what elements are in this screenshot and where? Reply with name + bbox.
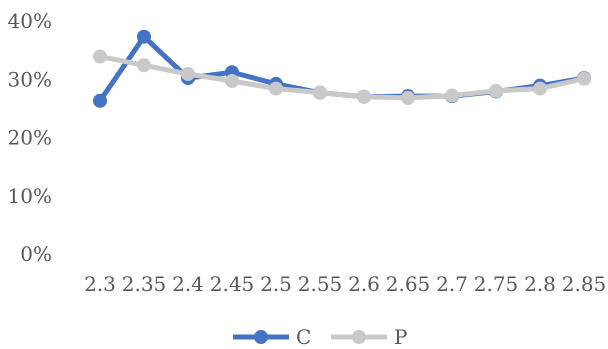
- x-tick-label: 2.6: [348, 272, 380, 296]
- x-tick-label: 2.3: [84, 272, 116, 296]
- y-tick-label: 0%: [20, 242, 52, 266]
- y-axis: 0% 10% 20% 30% 40%: [8, 9, 52, 266]
- legend-label: C: [296, 325, 311, 349]
- legend-entry-p: P: [331, 325, 407, 349]
- x-axis: 2.3 2.35 2.4 2.45 2.5 2.55 2.6 2.65 2.7 2.75 2.8 2.…: [84, 272, 606, 296]
- x-tick-label: 2.85: [562, 272, 607, 296]
- x-tick-label: 2.65: [386, 272, 431, 296]
- data-point-p: [533, 81, 547, 96]
- data-point-p: [269, 81, 283, 96]
- data-point-p: [401, 90, 415, 105]
- data-point-p: [93, 49, 107, 64]
- data-point-p: [225, 73, 239, 88]
- data-point-p: [489, 83, 503, 98]
- x-tick-label: 2.7: [436, 272, 468, 296]
- series-p: [93, 49, 591, 105]
- data-point-c: [93, 93, 107, 108]
- data-point-p: [577, 71, 591, 86]
- data-point-c: [137, 29, 151, 44]
- x-tick-label: 2.45: [210, 272, 255, 296]
- series-layer: [93, 29, 591, 108]
- y-tick-label: 30%: [8, 67, 52, 91]
- y-tick-label: 10%: [8, 184, 52, 208]
- data-point-p: [313, 85, 327, 100]
- legend-marker: [352, 330, 366, 344]
- data-point-p: [357, 89, 371, 104]
- legend-marker: [254, 330, 268, 344]
- series-line-p: [97, 54, 587, 101]
- x-tick-label: 2.8: [524, 272, 556, 296]
- legend-label: P: [394, 325, 407, 349]
- data-point-p: [445, 88, 459, 103]
- x-tick-label: 2.4: [172, 272, 204, 296]
- x-tick-label: 2.55: [298, 272, 343, 296]
- x-tick-label: 2.35: [122, 272, 167, 296]
- y-tick-label: 40%: [8, 9, 52, 33]
- data-point-p: [137, 58, 151, 73]
- legend-entry-c: C: [233, 325, 311, 349]
- y-tick-label: 20%: [8, 126, 52, 150]
- data-point-p: [181, 67, 195, 82]
- x-tick-label: 2.75: [474, 272, 519, 296]
- x-tick-label: 2.5: [260, 272, 292, 296]
